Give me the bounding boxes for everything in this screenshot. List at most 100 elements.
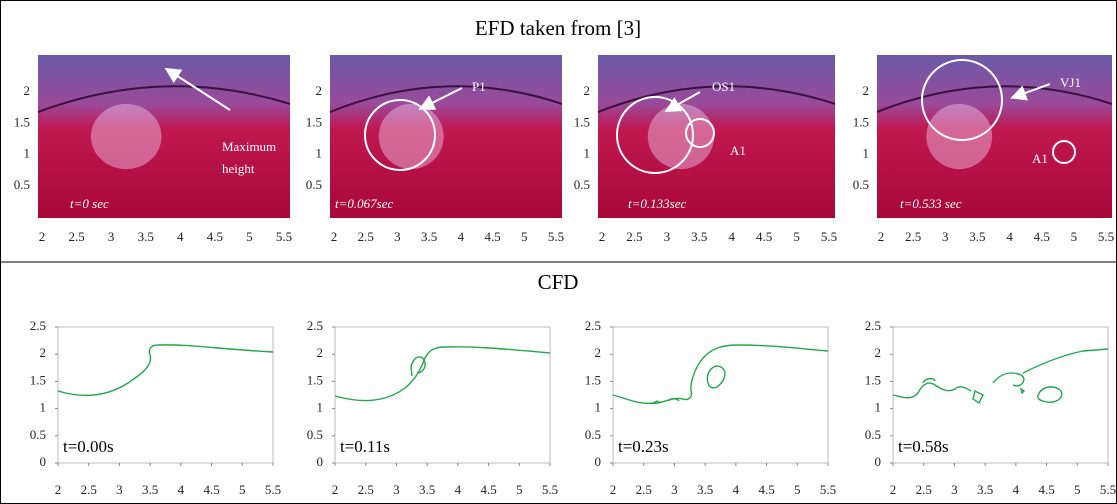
y-tick-label: 2: [317, 345, 324, 360]
free-surface: [667, 398, 680, 402]
y-tick-label: 1.5: [585, 372, 601, 387]
free-surface: [334, 346, 551, 402]
x-tick-label: 3: [108, 229, 115, 244]
y-tick-label: 2: [40, 345, 47, 360]
free-surface: [1019, 387, 1026, 395]
x-tick-label: 5: [794, 482, 801, 497]
y-tick-label: 1: [316, 146, 323, 161]
free-surface: [706, 365, 726, 389]
photo: [877, 55, 1112, 218]
plot-frame: [57, 326, 274, 464]
highlight-circle: [921, 59, 1003, 141]
y-tick-label: 0.5: [865, 427, 881, 442]
x-tick-label: 2: [331, 229, 338, 244]
highlight-circle: [364, 99, 436, 171]
arrow: [164, 67, 231, 111]
arrow: [664, 91, 701, 112]
x-tick-label: 4.5: [758, 482, 774, 497]
photo-foam: [926, 103, 993, 170]
photo: [330, 55, 562, 218]
y-tick-label: 1.5: [853, 114, 869, 129]
x-tick-label: 3: [393, 482, 400, 497]
photo-crest: [876, 85, 1113, 113]
y-tick-label: 0.5: [14, 177, 30, 192]
x-tick-label: 3: [942, 229, 949, 244]
highlight-circle: [1052, 140, 1076, 164]
x-tick-label: 5.5: [821, 229, 837, 244]
x-tick-label: 2: [878, 229, 885, 244]
free-surface: [892, 382, 972, 399]
time-label: t=0.067sec: [335, 196, 393, 211]
x-tick-label: 5: [1074, 482, 1081, 497]
x-tick-label: 5: [521, 229, 528, 244]
y-tick-label: 1: [40, 400, 47, 415]
highlight-circle: [685, 118, 715, 148]
x-tick-label: 4.5: [1038, 482, 1054, 497]
y-tick-label: 0: [40, 454, 47, 469]
x-tick-label: 5.5: [265, 482, 281, 497]
cfd-title: CFD: [538, 270, 579, 294]
y-tick-label: 1: [863, 146, 870, 161]
x-tick-label: 2.5: [636, 482, 652, 497]
x-tick-label: 2.5: [68, 229, 84, 244]
photo: [598, 55, 835, 218]
x-tick-label: 3: [394, 229, 401, 244]
x-tick-label: 5: [1071, 229, 1078, 244]
x-tick-label: 2: [599, 229, 606, 244]
x-tick-label: 4: [178, 482, 185, 497]
x-tick-label: 3.5: [138, 229, 154, 244]
x-tick-label: 2: [332, 482, 339, 497]
y-tick-label: 1.5: [307, 372, 323, 387]
y-tick-label: 2: [595, 345, 602, 360]
x-tick-label: 3.5: [419, 482, 435, 497]
x-tick-label: 3.5: [697, 482, 713, 497]
x-tick-label: 4: [733, 482, 740, 497]
annotation: P1: [472, 79, 486, 94]
time-label: t=0.58s: [898, 437, 949, 456]
y-tick-label: 0.5: [585, 427, 601, 442]
y-tick-label: 2.5: [865, 318, 881, 333]
free-surface: [57, 344, 274, 397]
x-tick-label: 3: [671, 482, 678, 497]
highlight-circle: [616, 96, 694, 174]
x-tick-label: 3: [951, 482, 958, 497]
annotation: Maximum: [222, 139, 276, 154]
x-tick-label: 2.5: [626, 229, 642, 244]
y-tick-label: 0.5: [306, 177, 322, 192]
x-tick-label: 5.5: [1098, 229, 1114, 244]
free-surface: [410, 356, 426, 377]
arrow: [1010, 83, 1051, 101]
x-tick-label: 5.5: [820, 482, 836, 497]
y-tick-label: 2.5: [30, 318, 46, 333]
x-tick-label: 3.5: [969, 229, 985, 244]
x-tick-label: 5: [793, 229, 800, 244]
x-tick-label: 3.5: [691, 229, 707, 244]
time-label: t=0.11s: [340, 437, 390, 456]
free-surface: [1037, 386, 1063, 403]
x-tick-label: 2: [610, 482, 617, 497]
y-tick-label: 0: [875, 454, 882, 469]
x-tick-label: 3.5: [977, 482, 993, 497]
arrow: [418, 87, 463, 110]
x-tick-label: 4.5: [480, 482, 496, 497]
x-tick-label: 2: [890, 482, 897, 497]
y-tick-label: 0.5: [574, 177, 590, 192]
y-tick-label: 1: [24, 146, 31, 161]
x-tick-label: 5: [246, 229, 253, 244]
photo-foam: [647, 103, 715, 170]
x-tick-label: 4.5: [203, 482, 219, 497]
x-tick-label: 4: [728, 229, 735, 244]
free-surface: [992, 372, 1025, 387]
y-tick-label: 1.5: [30, 372, 46, 387]
y-tick-label: 0.5: [307, 427, 323, 442]
y-tick-label: 0: [595, 454, 602, 469]
annotation: OS1: [712, 79, 735, 94]
time-label: t=0 sec: [70, 196, 109, 211]
efd-title: EFD taken from [3]: [475, 16, 641, 40]
y-tick-label: 2.5: [307, 318, 323, 333]
free-surface: [612, 344, 829, 405]
plot-frame: [334, 326, 551, 464]
x-tick-label: 5: [516, 482, 523, 497]
free-surface: [1022, 348, 1109, 374]
